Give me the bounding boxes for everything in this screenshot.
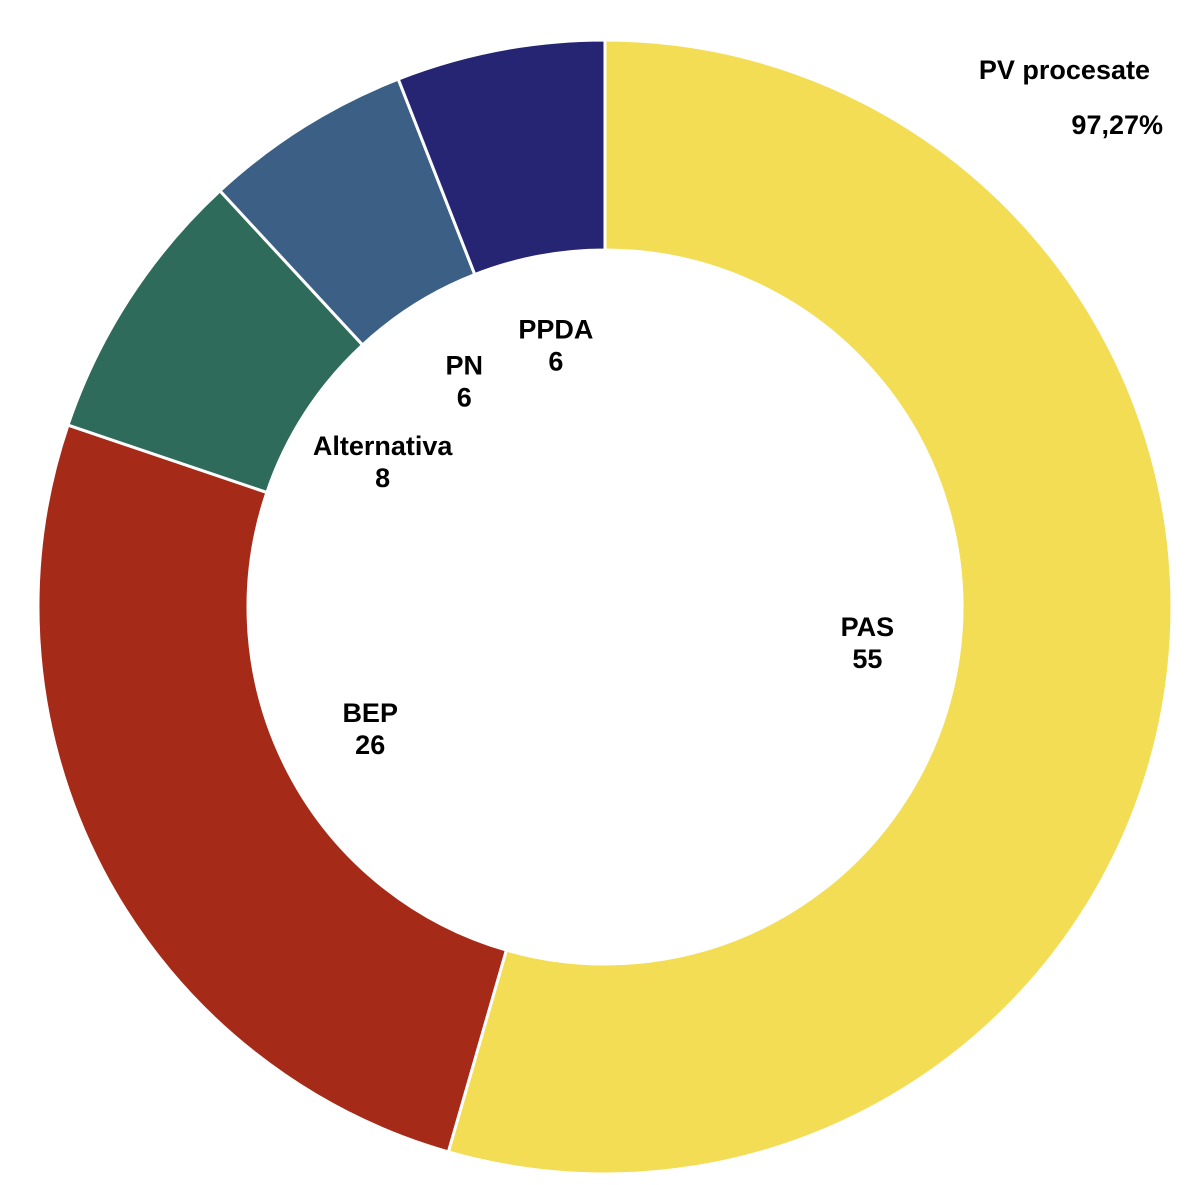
donut-segment [36, 423, 509, 1154]
chart-title: PV procesate [979, 55, 1150, 85]
donut-segment [396, 38, 607, 277]
value-label: 55 [852, 644, 882, 674]
value-label: 6 [457, 383, 472, 413]
segment-label: PPDA [518, 315, 593, 345]
value-label: 8 [375, 463, 390, 493]
value-label: 6 [548, 347, 563, 377]
value-label: 26 [355, 730, 385, 760]
segment-label: PAS [841, 612, 895, 642]
segment-label: Alternativa [313, 431, 454, 461]
segment-label: PN [446, 351, 484, 381]
chart-subtitle: 97,27% [1071, 110, 1163, 140]
donut-segment [446, 38, 1174, 1176]
segment-label: BEP [342, 698, 398, 728]
